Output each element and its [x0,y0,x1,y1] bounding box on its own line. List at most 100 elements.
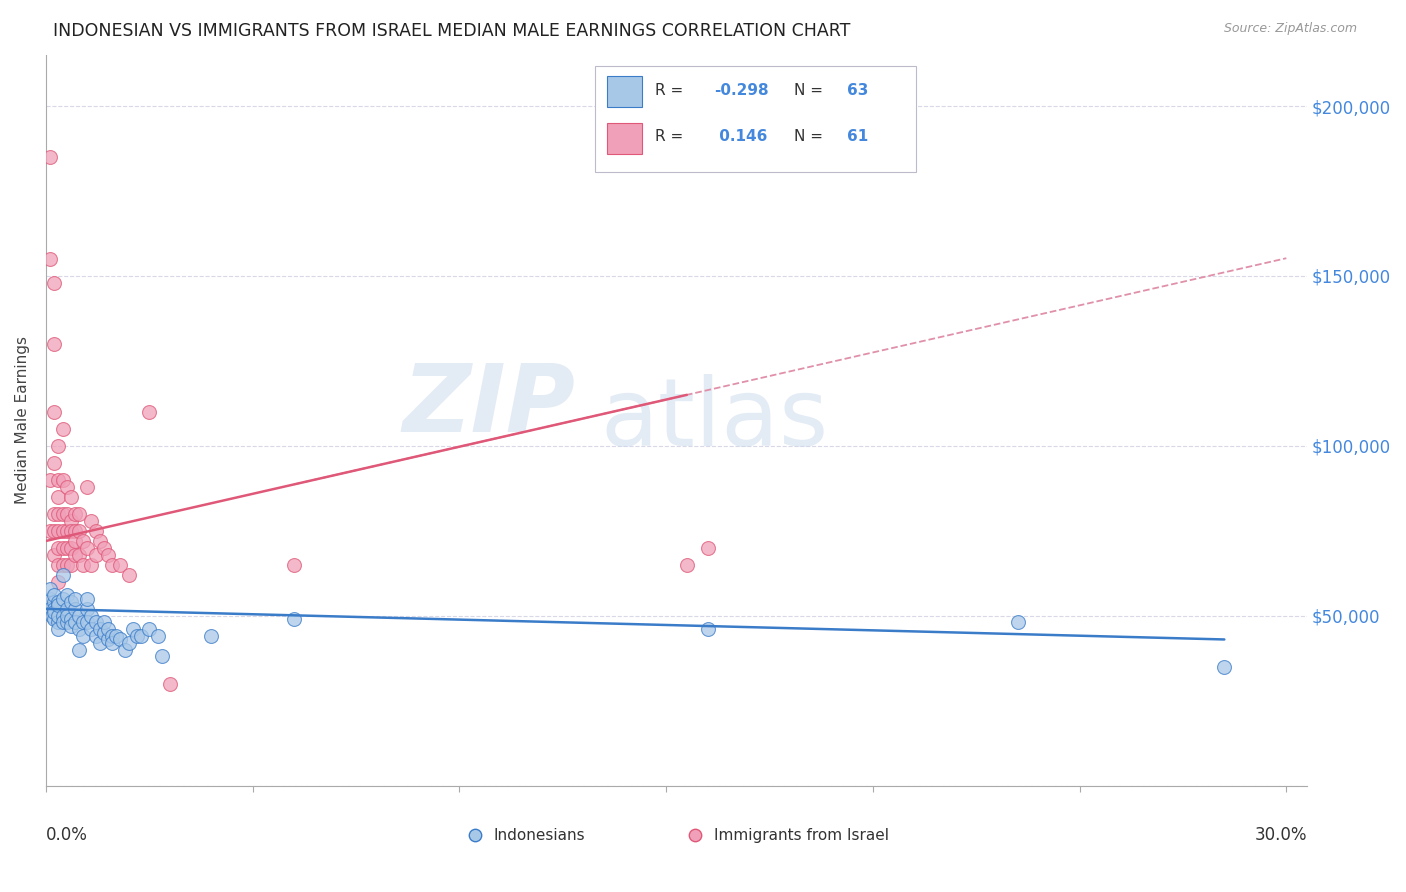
Bar [607,77,643,107]
Point [72,533,94,548]
Text: -0.298: -0.298 [714,83,769,98]
Point [118,568,141,582]
Point [97,632,120,647]
Point [48,615,70,630]
Point [59,524,82,538]
Point [101,636,124,650]
Point [125,629,148,643]
Point [76,541,98,555]
Point [59,595,82,609]
Point [51,558,73,572]
Point [121,622,143,636]
Point [48,599,70,613]
Point [146,629,169,643]
Point [44,337,66,351]
Text: Indonesians: Indonesians [494,828,585,843]
Point [39,473,62,487]
Point [44,405,66,419]
Text: 30.0%: 30.0% [1254,826,1308,844]
Point [63,524,86,538]
Point [63,615,86,630]
Point [48,439,70,453]
Point [67,608,90,623]
Point [118,636,141,650]
Point [39,582,62,596]
Point [44,595,66,609]
Point [67,548,90,562]
Point [48,473,70,487]
Point [44,456,66,470]
Point [48,622,70,636]
Text: R =: R = [655,129,683,145]
Point [41,608,63,623]
Text: N =: N = [794,129,823,145]
Text: ZIP: ZIP [402,359,575,451]
Point [63,548,86,562]
Point [80,558,103,572]
Point [1007,615,1029,630]
Point [51,568,73,582]
Point [63,591,86,606]
Point [696,622,718,636]
Point [55,480,77,494]
Point [1213,659,1236,673]
Point [101,629,124,643]
Point [138,622,160,636]
Point [59,514,82,528]
Point [93,541,115,555]
Point [84,629,107,643]
Text: 63: 63 [846,83,868,98]
Point [51,422,73,436]
Point [110,632,132,647]
Bar [607,123,643,153]
Point [76,591,98,606]
Text: atlas: atlas [600,375,830,467]
Point [48,608,70,623]
Point [55,558,77,572]
Text: Immigrants from Israel: Immigrants from Israel [714,828,890,843]
Point [59,541,82,555]
Point [67,507,90,521]
Point [39,591,62,606]
Text: Source: ZipAtlas.com: Source: ZipAtlas.com [1223,22,1357,36]
Point [63,507,86,521]
Point [76,602,98,616]
Point [150,649,173,664]
Text: 61: 61 [846,129,868,145]
Point [80,622,103,636]
Point [59,490,82,504]
Point [72,558,94,572]
Point [48,490,70,504]
Point [39,252,62,266]
Point [59,619,82,633]
Point [51,541,73,555]
Point [93,615,115,630]
Point [44,588,66,602]
Point [80,608,103,623]
Point [129,629,152,643]
Point [55,615,77,630]
Point [89,636,111,650]
Point [89,622,111,636]
Point [39,150,62,164]
Point [138,405,160,419]
Point [44,276,66,290]
Point [97,622,120,636]
Point [84,524,107,538]
Point [48,595,70,609]
Point [44,612,66,626]
Point [63,533,86,548]
Point [55,507,77,521]
Point [44,507,66,521]
Point [48,541,70,555]
Point [159,676,181,690]
Point [44,524,66,538]
Point [114,642,136,657]
Point [51,507,73,521]
Point [59,612,82,626]
Point [55,588,77,602]
Point [76,480,98,494]
Point [55,608,77,623]
Point [63,602,86,616]
Point [110,558,132,572]
